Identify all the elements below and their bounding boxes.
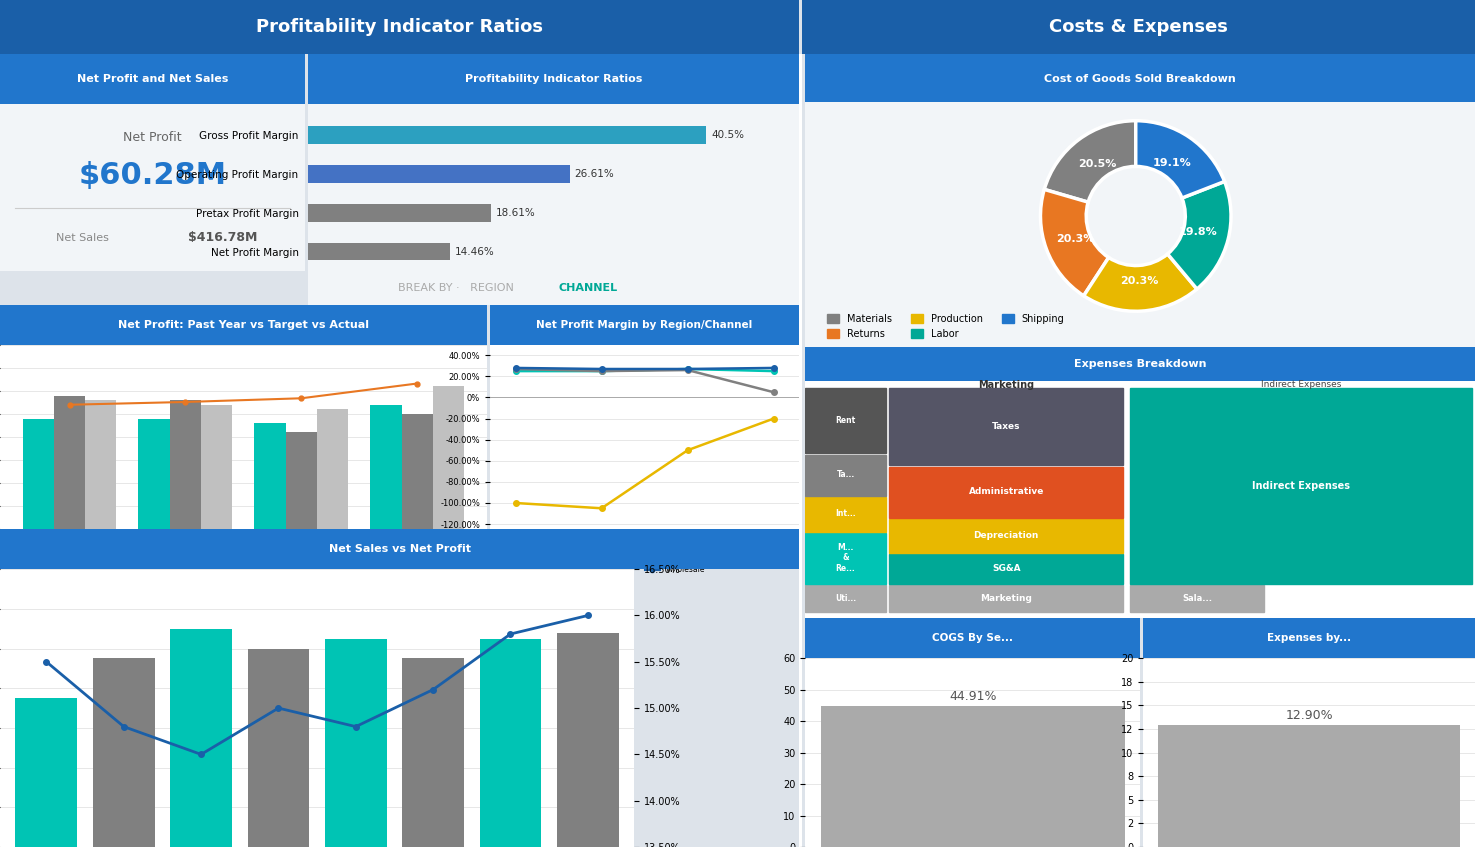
Text: Profitability Indicator Ratios: Profitability Indicator Ratios [465, 75, 643, 84]
Text: Rent: Rent [835, 416, 855, 425]
Legend: Online, Other, Retail, Wholesale: Online, Other, Retail, Wholesale [580, 550, 709, 578]
Bar [432, 386, 465, 529]
Bar [370, 405, 401, 529]
Text: BREAK BY ·   REGION: BREAK BY · REGION [398, 283, 513, 293]
Text: Expenses by...: Expenses by... [1267, 634, 1351, 643]
Text: M...
&
Re...: M... & Re... [836, 543, 856, 573]
Text: $60.28M: $60.28M [78, 162, 227, 191]
Bar [1158, 725, 1460, 847]
Bar [254, 424, 286, 529]
Legend: Materials, Returns, Production, Labor, Shipping: Materials, Returns, Production, Labor, S… [823, 310, 1068, 342]
Text: 20.5%: 20.5% [1078, 159, 1117, 169]
Text: Marketing: Marketing [981, 594, 1032, 603]
Bar [805, 497, 885, 532]
Text: 18.61%: 18.61% [496, 208, 535, 218]
Text: Taxes: Taxes [993, 422, 1021, 431]
Text: Net Profit: Past Year vs Target vs Actual: Net Profit: Past Year vs Target vs Actua… [118, 320, 369, 329]
Text: 20.3%: 20.3% [1121, 275, 1159, 285]
Text: Net Sales vs Net Profit: Net Sales vs Net Profit [329, 545, 471, 554]
Bar [403, 658, 465, 847]
Text: Net Profit Margin by Region/Channel: Net Profit Margin by Region/Channel [537, 320, 752, 329]
Text: 19.1%: 19.1% [1153, 158, 1192, 168]
Wedge shape [1168, 181, 1232, 289]
Bar [170, 400, 201, 529]
Text: Indirect Expenses: Indirect Expenses [1261, 380, 1341, 390]
Bar [308, 126, 707, 144]
Text: 14.46%: 14.46% [456, 246, 496, 257]
Bar [86, 400, 117, 529]
Text: Net Sales: Net Sales [56, 233, 109, 243]
Bar [139, 418, 170, 529]
Legend: Past Year, Current Year - Actual, Current Year - Target, Current Year - Industry: Past Year, Current Year - Actual, Curren… [111, 550, 376, 578]
Text: Costs & Expenses: Costs & Expenses [1049, 18, 1229, 36]
Text: Int...: Int... [835, 509, 855, 518]
Text: 44.91%: 44.91% [948, 690, 997, 703]
Text: COGS By Se...: COGS By Se... [932, 634, 1013, 643]
Text: Marketing: Marketing [978, 379, 1034, 390]
Bar [317, 409, 348, 529]
Text: Profitability Indicator Ratios: Profitability Indicator Ratios [257, 18, 543, 36]
Text: Expenses Breakdown: Expenses Breakdown [1074, 359, 1207, 369]
Bar [55, 396, 86, 529]
Text: Sala...: Sala... [1181, 594, 1212, 603]
Bar [308, 165, 569, 183]
Text: SG&A: SG&A [991, 564, 1021, 573]
Bar [308, 204, 491, 222]
Bar [805, 533, 885, 584]
Text: 40.5%: 40.5% [711, 130, 743, 141]
Bar [889, 585, 1124, 612]
Bar [889, 467, 1124, 518]
Bar [558, 633, 619, 847]
Text: 12.90%: 12.90% [1285, 709, 1333, 722]
Text: $416.78M: $416.78M [189, 231, 258, 244]
Bar [401, 414, 432, 529]
Bar [1130, 585, 1264, 612]
Text: Ta...: Ta... [836, 470, 854, 479]
Text: 20.3%: 20.3% [1056, 234, 1094, 243]
Text: CHANNEL: CHANNEL [559, 283, 618, 293]
Text: 19.8%: 19.8% [1179, 227, 1218, 237]
Text: Net Profit: Net Profit [124, 131, 181, 144]
Wedge shape [1084, 254, 1196, 311]
Text: 26.61%: 26.61% [575, 169, 615, 179]
Bar [1130, 388, 1472, 584]
Bar [286, 433, 317, 529]
Bar [805, 388, 885, 453]
Bar [889, 388, 1124, 465]
Text: Indirect Expenses: Indirect Expenses [1252, 480, 1350, 490]
Wedge shape [1136, 120, 1224, 198]
Bar [15, 698, 77, 847]
Bar [805, 455, 885, 496]
Text: Depreciation: Depreciation [974, 531, 1038, 540]
Bar [308, 243, 450, 260]
Bar [201, 405, 233, 529]
Text: Net Profit and Net Sales: Net Profit and Net Sales [77, 75, 229, 84]
Bar [248, 649, 310, 847]
Bar [889, 518, 1124, 553]
Wedge shape [1040, 190, 1109, 296]
Bar [479, 639, 541, 847]
Bar [170, 628, 232, 847]
Text: Administrative: Administrative [969, 487, 1044, 496]
Text: Uti...: Uti... [835, 594, 855, 603]
Bar [805, 585, 885, 612]
Text: Cost of Goods Sold Breakdown: Cost of Goods Sold Breakdown [1044, 75, 1236, 84]
Bar [889, 554, 1124, 584]
Bar [324, 639, 386, 847]
Bar [93, 658, 155, 847]
Bar [820, 706, 1125, 847]
Bar [22, 418, 55, 529]
Wedge shape [1044, 120, 1136, 202]
